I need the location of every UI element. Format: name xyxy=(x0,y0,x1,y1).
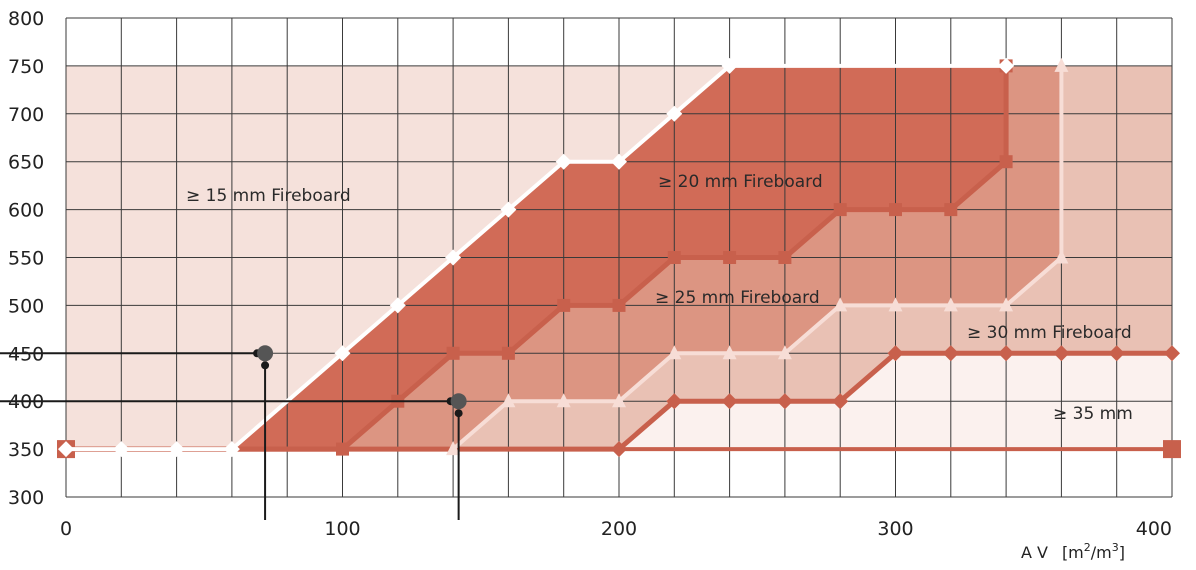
series-point-b25 xyxy=(446,346,460,360)
series-point-b35 xyxy=(666,393,683,410)
example-guide-dot xyxy=(454,409,463,418)
axis-ticks: 300 350 400 450 500 550 600 650 700 750 800 0 100 200… xyxy=(8,8,1172,540)
y-tick-label: 700 xyxy=(8,104,44,126)
zone-label-fb30: ≥ 30 mm Fireboard xyxy=(967,323,1132,343)
series-point-b30 xyxy=(943,297,958,312)
zone-label-fb35: ≥ 35 mm xyxy=(1053,404,1133,424)
series-point-b20 xyxy=(555,153,572,170)
series-line-b35 xyxy=(66,350,1172,452)
x-axis-unit-label: A V [m2/m3] xyxy=(1021,541,1125,562)
series-point-b30 xyxy=(777,345,792,360)
series-point-b25 xyxy=(889,203,902,217)
series-point-b35 xyxy=(1053,345,1070,362)
series-point-b25 xyxy=(778,251,792,264)
series-point-b35 xyxy=(998,345,1015,362)
y-tick-label: 450 xyxy=(8,343,44,365)
series-point-b30 xyxy=(888,297,903,312)
y-tick-label: 400 xyxy=(8,391,44,413)
series-point-b25 xyxy=(557,298,571,312)
series-point-b30 xyxy=(1054,249,1069,264)
zone-label-fb20: ≥ 20 mm Fireboard xyxy=(658,172,823,192)
series-point-b35 xyxy=(1108,345,1125,362)
series-point-b20 xyxy=(223,441,240,458)
y-tick-label: 750 xyxy=(8,56,44,78)
series-point-b20 xyxy=(500,201,517,218)
zone-label-fb15: ≥ 15 mm Fireboard xyxy=(186,186,351,206)
series-point-b25 xyxy=(501,346,515,360)
series-point-base xyxy=(1163,440,1181,459)
x-tick-label: 300 xyxy=(877,518,913,540)
y-tick-label: 600 xyxy=(8,200,44,222)
y-tick-label: 500 xyxy=(8,295,44,317)
series-point-b25 xyxy=(999,155,1013,169)
series-point-b35 xyxy=(611,441,627,458)
series-point-b20 xyxy=(58,441,74,458)
example-point xyxy=(450,393,467,410)
series-point-b20 xyxy=(666,105,683,122)
series-point-b20 xyxy=(113,441,130,458)
boundary-series xyxy=(57,57,1181,459)
series-point-b20 xyxy=(721,57,738,74)
y-tick-label: 800 xyxy=(8,8,44,30)
series-point-b20 xyxy=(998,57,1015,74)
zone-label-fb25: ≥ 25 mm Fireboard xyxy=(655,288,820,308)
series-point-b35 xyxy=(776,393,793,410)
series-point-b30 xyxy=(612,393,626,408)
series-point-b25 xyxy=(336,442,349,456)
y-tick-label: 650 xyxy=(8,152,44,174)
zone-labels: ≥ 15 mm Fireboard ≥ 20 mm Fireboard ≥ 25 m… xyxy=(186,172,1133,424)
series-point-b25 xyxy=(944,203,958,217)
series-point-b25 xyxy=(667,251,681,264)
series-point-b25 xyxy=(612,298,626,312)
example-guide-dot xyxy=(261,361,270,370)
x-tick-label: 0 xyxy=(60,518,72,540)
series-point-b20 xyxy=(334,345,351,362)
series-point-b35 xyxy=(942,345,959,362)
series-point-b35 xyxy=(887,345,904,362)
series-point-b35 xyxy=(832,393,849,410)
series-point-b30 xyxy=(556,393,571,408)
x-tick-label: 200 xyxy=(601,518,637,540)
series-point-b20 xyxy=(611,153,627,170)
series-point-b30 xyxy=(1054,57,1069,72)
series-point-b30 xyxy=(446,441,461,456)
series-point-b30 xyxy=(501,393,516,408)
example-point xyxy=(257,345,274,362)
series-point-b35 xyxy=(1164,345,1180,362)
x-tick-label: 100 xyxy=(324,518,360,540)
series-point-b20 xyxy=(168,441,185,458)
example-guides xyxy=(0,345,467,520)
series-point-b25 xyxy=(723,251,737,264)
series-point-b30 xyxy=(722,345,737,360)
y-tick-label: 300 xyxy=(8,487,44,509)
series-point-b30 xyxy=(833,297,848,312)
series-point-b35 xyxy=(721,393,738,410)
y-tick-label: 550 xyxy=(8,248,44,270)
series-point-b30 xyxy=(999,297,1014,312)
series-point-b20 xyxy=(445,249,462,266)
series-point-b20 xyxy=(389,297,406,314)
y-tick-label: 350 xyxy=(8,439,44,461)
x-tick-label: 400 xyxy=(1136,518,1172,540)
series-point-b30 xyxy=(667,345,682,360)
series-point-b25 xyxy=(833,203,847,217)
